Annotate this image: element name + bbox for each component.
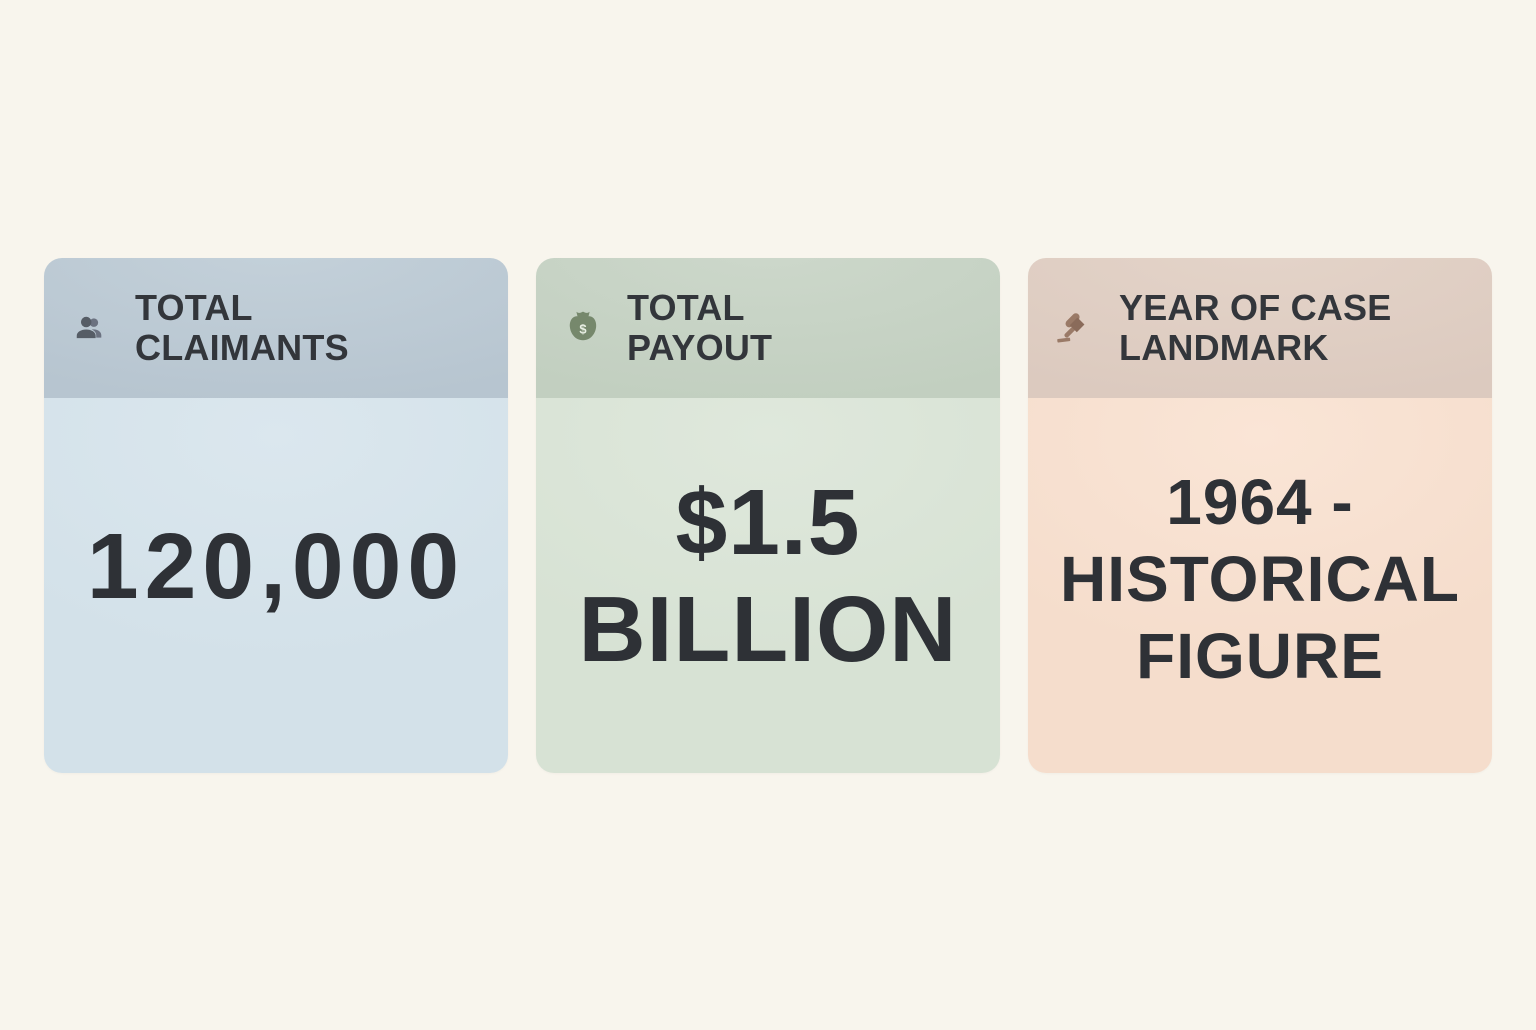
svg-text:$: $ — [579, 321, 586, 336]
